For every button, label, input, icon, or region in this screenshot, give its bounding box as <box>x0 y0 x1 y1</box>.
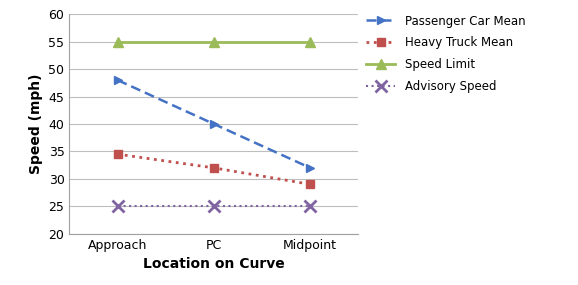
Legend: Passenger Car Mean, Heavy Truck Mean, Speed Limit, Advisory Speed: Passenger Car Mean, Heavy Truck Mean, Sp… <box>361 10 530 98</box>
Y-axis label: Speed (mph): Speed (mph) <box>29 74 43 174</box>
X-axis label: Location on Curve: Location on Curve <box>143 257 285 271</box>
